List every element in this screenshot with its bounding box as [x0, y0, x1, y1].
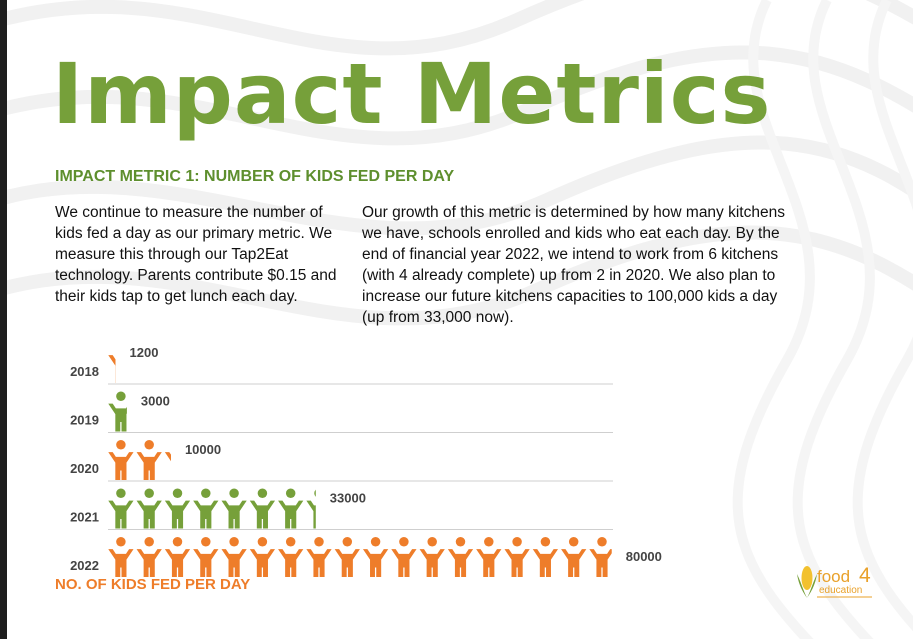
data-label: 80000	[626, 549, 662, 564]
kid-icon	[249, 537, 276, 577]
section-subtitle: IMPACT METRIC 1: NUMBER OF KIDS FED PER …	[55, 168, 455, 185]
bar-2021	[108, 488, 316, 529]
category-label: 2021	[70, 510, 99, 525]
kid-icon	[561, 537, 587, 577]
kid-icon	[278, 488, 304, 529]
kid-icon	[447, 537, 474, 577]
kids-fed-pictogram-chart: 2018 1200 2019 3000 2020 10000 2021 33000 2022 80…	[70, 343, 662, 577]
kid-icon	[164, 537, 191, 577]
category-label: 2019	[70, 413, 99, 428]
kid-icon	[193, 537, 219, 577]
logo-text-education: education	[819, 585, 862, 596]
kid-icon	[164, 488, 191, 529]
kid-icon	[221, 537, 247, 577]
kid-icon	[306, 488, 316, 529]
category-label: 2018	[70, 364, 99, 379]
kid-icon	[108, 488, 134, 529]
data-label: 3000	[141, 394, 170, 409]
growth-paragraph: Our growth of this metric is determined …	[362, 204, 785, 326]
food4education-logo: food 4 education	[797, 564, 872, 598]
left-edge-bar	[0, 0, 7, 639]
intro-paragraph: We continue to measure the number of kid…	[55, 204, 337, 305]
kid-icon	[504, 537, 530, 577]
kid-icon	[306, 537, 332, 577]
data-label: 1200	[130, 345, 159, 360]
data-label: 33000	[330, 491, 366, 506]
kid-icon	[108, 440, 134, 480]
kid-icon	[334, 537, 360, 577]
page-title: Impact Metrics	[52, 45, 772, 143]
x-axis-title: NO. OF KIDS FED PER DAY	[55, 576, 251, 593]
kid-icon	[532, 537, 559, 577]
kid-icon	[193, 488, 219, 529]
kid-icon	[362, 537, 389, 577]
kid-icon	[108, 537, 134, 577]
kid-icon	[391, 537, 417, 577]
background-wave-pattern	[7, 0, 913, 639]
kid-icon	[419, 537, 445, 577]
logo-text-digit: 4	[859, 564, 871, 587]
category-label: 2020	[70, 461, 99, 476]
logo-text-food: food	[817, 567, 850, 586]
data-label: 10000	[185, 442, 221, 457]
kid-icon	[278, 537, 304, 577]
bar-2022	[108, 537, 612, 577]
kid-icon	[108, 391, 127, 432]
kid-icon	[221, 488, 247, 529]
kid-icon	[589, 537, 612, 577]
category-label: 2022	[70, 558, 99, 573]
corn-icon	[797, 566, 817, 598]
kid-icon	[136, 537, 162, 577]
kid-icon	[136, 488, 162, 529]
kid-icon	[476, 537, 502, 577]
kid-icon	[136, 440, 162, 480]
kid-icon	[249, 488, 276, 529]
